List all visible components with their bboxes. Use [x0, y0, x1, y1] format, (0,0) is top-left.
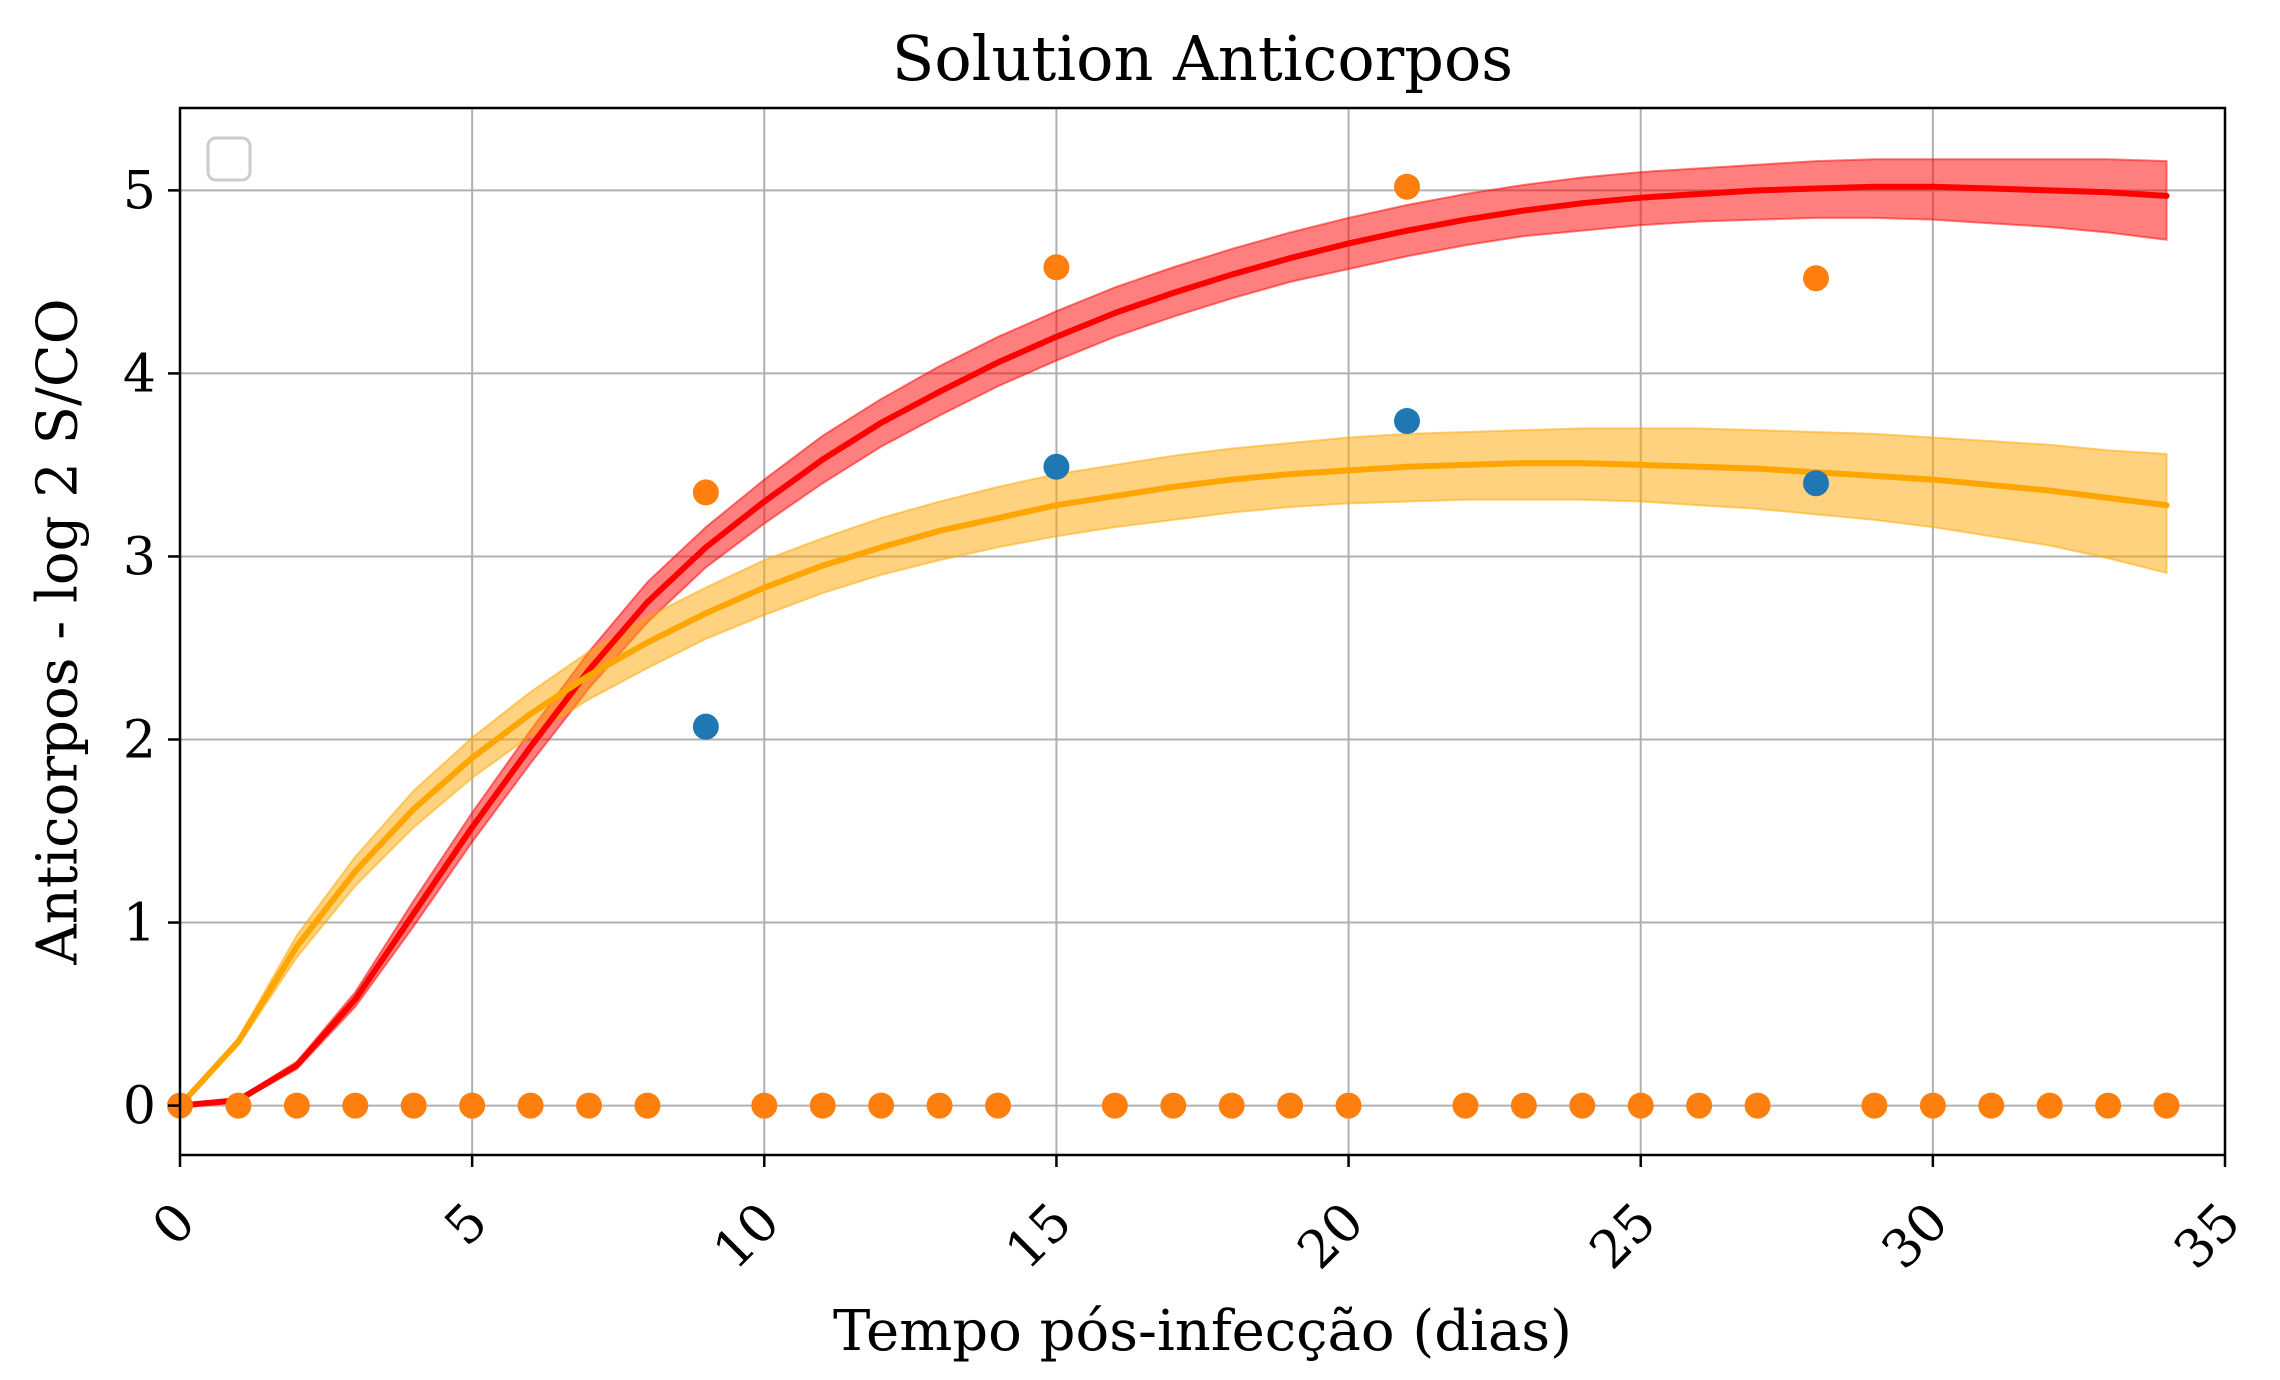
data-point	[1919, 1092, 1946, 1119]
data-point	[283, 1092, 310, 1119]
data-point	[1043, 453, 1070, 480]
data-point	[1452, 1092, 1479, 1119]
data-point	[634, 1092, 661, 1119]
y-tick-label: 5	[123, 161, 156, 221]
data-point	[1978, 1092, 2005, 1119]
y-tick-label: 1	[123, 894, 156, 954]
data-point	[1627, 1092, 1654, 1119]
legend-box	[206, 136, 252, 182]
data-point	[1394, 173, 1420, 200]
series-line-1	[177, 460, 2170, 1109]
data-point	[1335, 1092, 1362, 1119]
y-tick-label: 4	[123, 344, 156, 404]
data-point	[692, 713, 719, 740]
y-tick-label: 3	[123, 527, 156, 587]
y-axis-label: Anticorpos - log 2 S/CO	[26, 298, 91, 965]
data-point	[926, 1092, 953, 1119]
y-tick-label: 0	[123, 1077, 156, 1137]
data-point	[400, 1092, 427, 1119]
data-point	[459, 1092, 486, 1119]
data-point	[1861, 1092, 1888, 1119]
data-point	[2036, 1092, 2063, 1119]
x-axis-label: Tempo pós-infecção (dias)	[833, 1299, 1572, 1364]
data-point	[1160, 1092, 1187, 1119]
scatter-points	[167, 173, 2180, 1119]
data-point	[1043, 254, 1070, 281]
series-lines	[177, 183, 2170, 1109]
data-point	[2153, 1092, 2180, 1119]
data-point	[1394, 408, 1420, 435]
data-point	[2095, 1092, 2122, 1119]
data-point	[809, 1092, 836, 1119]
chart-title: Solution Anticorpos	[892, 22, 1513, 95]
plot-frame	[178, 106, 2227, 1157]
data-point	[985, 1092, 1011, 1119]
data-point	[1569, 1092, 1596, 1119]
confidence-band-1	[179, 427, 2168, 1107]
data-point	[868, 1092, 895, 1119]
data-point	[342, 1092, 369, 1119]
data-point	[1277, 1092, 1304, 1119]
data-point	[1744, 1092, 1771, 1119]
data-point	[517, 1092, 544, 1119]
data-point	[1510, 1092, 1537, 1119]
data-point	[1218, 1092, 1245, 1119]
data-point	[1803, 265, 1829, 292]
data-point	[1803, 470, 1829, 497]
data-point	[1686, 1092, 1713, 1119]
y-tick-label: 2	[123, 710, 156, 770]
data-point	[751, 1092, 778, 1119]
confidence-bands	[179, 158, 2168, 1107]
confidence-band-0	[179, 158, 2168, 1107]
data-point	[692, 479, 719, 506]
series-line-0	[177, 183, 2170, 1109]
data-point	[1101, 1092, 1128, 1119]
data-point	[225, 1092, 252, 1119]
data-point	[576, 1092, 602, 1119]
